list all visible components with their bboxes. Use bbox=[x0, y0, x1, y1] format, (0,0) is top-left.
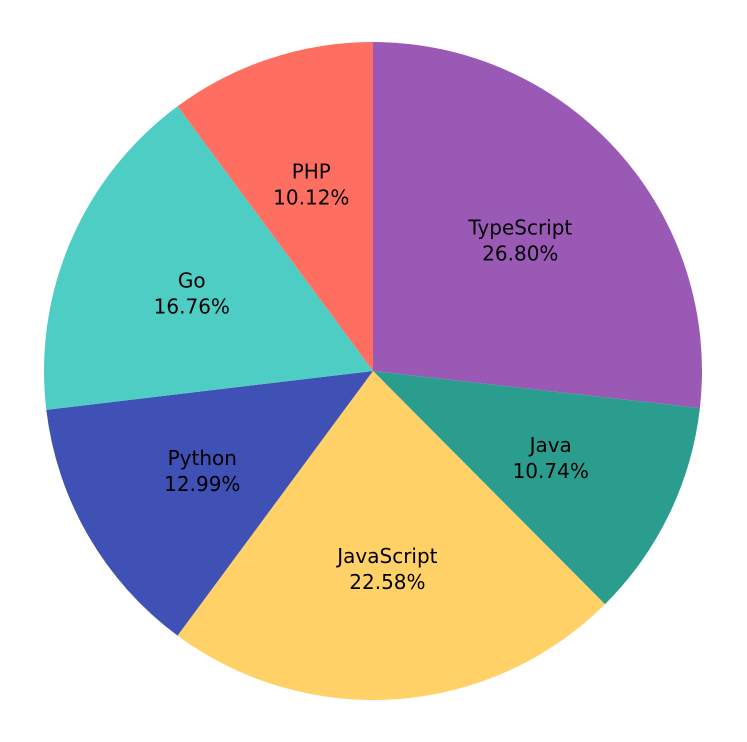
slice-percent-java: 10.74% bbox=[513, 459, 589, 483]
slice-percent-go: 16.76% bbox=[154, 295, 230, 319]
slice-label-go: Go bbox=[178, 269, 206, 293]
slice-label-php: PHP bbox=[292, 160, 331, 184]
pie-slice-java bbox=[373, 371, 700, 605]
slice-label-python: Python bbox=[168, 446, 237, 470]
pie-slice-javascript bbox=[177, 371, 605, 701]
pie-slices bbox=[44, 42, 702, 701]
pie-slice-python bbox=[46, 371, 374, 636]
pie-slice-go bbox=[44, 106, 374, 410]
slice-label-java: Java bbox=[528, 433, 572, 457]
slice-label-typescript: TypeScript bbox=[467, 216, 572, 240]
slice-percent-python: 12.99% bbox=[164, 472, 240, 496]
slice-percent-php: 10.12% bbox=[273, 186, 349, 210]
slice-percent-typescript: 26.80% bbox=[482, 242, 558, 266]
pie-slice-typescript bbox=[373, 42, 702, 409]
pie-slice-php bbox=[177, 42, 373, 371]
slice-percent-javascript: 22.58% bbox=[349, 570, 425, 594]
slice-label-javascript: JavaScript bbox=[335, 544, 437, 568]
